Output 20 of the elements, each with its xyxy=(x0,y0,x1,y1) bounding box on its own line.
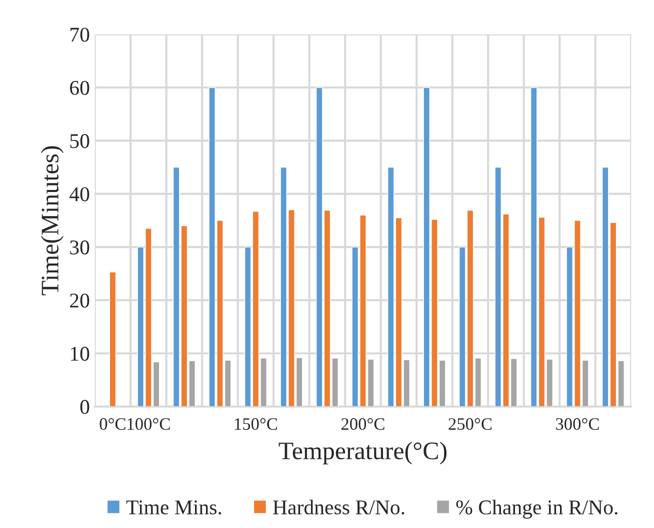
legend-label: Hardness R/No. xyxy=(273,500,404,515)
y-tick-label: 10 xyxy=(70,346,90,361)
y-tick-label: 40 xyxy=(70,187,90,202)
legend-label: % Change in R/No. xyxy=(456,500,618,519)
y-tick-label: 50 xyxy=(70,134,90,148)
bar xyxy=(109,272,116,407)
x-tick-label: 0°C xyxy=(100,418,126,430)
legend-label: Time Mins. xyxy=(126,500,222,515)
x-tick-label: 300°C xyxy=(556,418,599,430)
y-tick-label: 60 xyxy=(70,80,90,95)
x-tick-label: 200°C xyxy=(341,418,384,430)
x-tick-label: 100°C xyxy=(128,418,170,430)
y-tick-label: 0 xyxy=(80,400,90,414)
x-axis-title: Temperature(°C) xyxy=(278,442,447,464)
y-tick-label: 20 xyxy=(70,294,90,308)
y-tick-label: 70 xyxy=(70,28,90,42)
y-tick-label: 30 xyxy=(70,240,90,254)
x-tick-label: 150°C xyxy=(234,418,278,430)
y-axis-title: Time(Minutes) xyxy=(40,146,64,296)
x-tick-label: 250°C xyxy=(448,418,492,430)
